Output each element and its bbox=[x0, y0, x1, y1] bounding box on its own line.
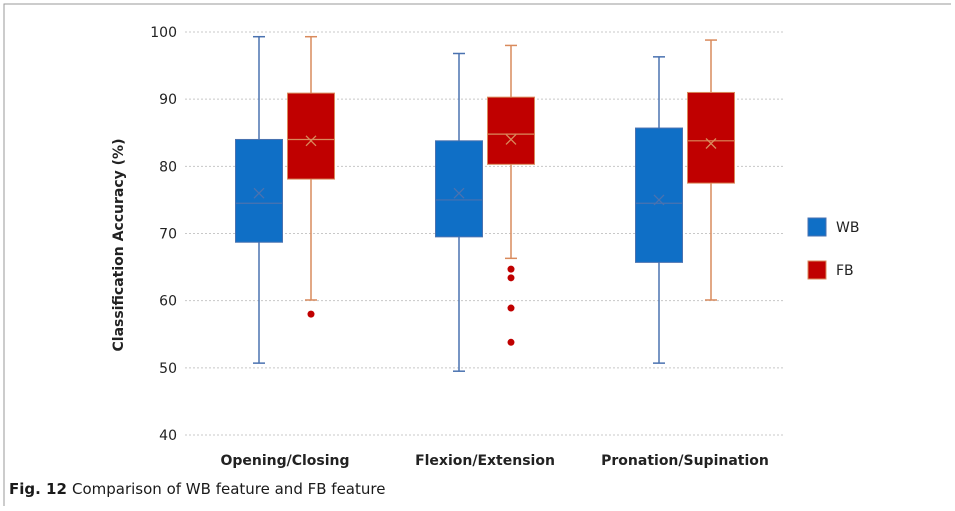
outlier bbox=[507, 274, 515, 282]
caption-label: Fig. 12 bbox=[9, 480, 67, 498]
outlier bbox=[507, 304, 515, 312]
y-tick-label: 80 bbox=[159, 159, 177, 175]
y-tick-label: 100 bbox=[150, 25, 177, 41]
y-tick-label: 70 bbox=[159, 227, 177, 243]
legend-label: WB bbox=[836, 220, 859, 236]
outlier bbox=[507, 338, 515, 346]
x-tick-label: Opening/Closing bbox=[220, 453, 349, 469]
box bbox=[487, 96, 535, 165]
frame bbox=[3, 3, 951, 506]
box bbox=[687, 91, 735, 184]
box bbox=[235, 138, 283, 243]
legend-swatch bbox=[807, 217, 827, 237]
outlier bbox=[307, 310, 315, 318]
mean-marker bbox=[253, 187, 265, 199]
y-axis-title: Classification Accuracy (%) bbox=[111, 139, 127, 352]
outlier bbox=[507, 265, 515, 273]
legend-label: FB bbox=[836, 263, 854, 279]
y-tick-label: 40 bbox=[159, 428, 177, 444]
y-tick-label: 90 bbox=[159, 92, 177, 108]
mean-marker bbox=[653, 194, 665, 206]
y-tick-label: 60 bbox=[159, 294, 177, 310]
y-tick-label: 50 bbox=[159, 361, 177, 377]
mean-marker bbox=[705, 138, 717, 149]
x-tick-label: Pronation/Supination bbox=[601, 453, 769, 469]
x-tick-label: Flexion/Extension bbox=[415, 453, 555, 469]
mean-marker bbox=[305, 135, 317, 147]
box bbox=[435, 140, 483, 238]
box bbox=[287, 92, 335, 180]
mean-marker bbox=[453, 187, 465, 199]
legend-swatch bbox=[807, 260, 827, 280]
box bbox=[635, 127, 683, 263]
mean-marker bbox=[505, 134, 517, 145]
caption-text: Comparison of WB feature and FB feature bbox=[72, 480, 385, 498]
